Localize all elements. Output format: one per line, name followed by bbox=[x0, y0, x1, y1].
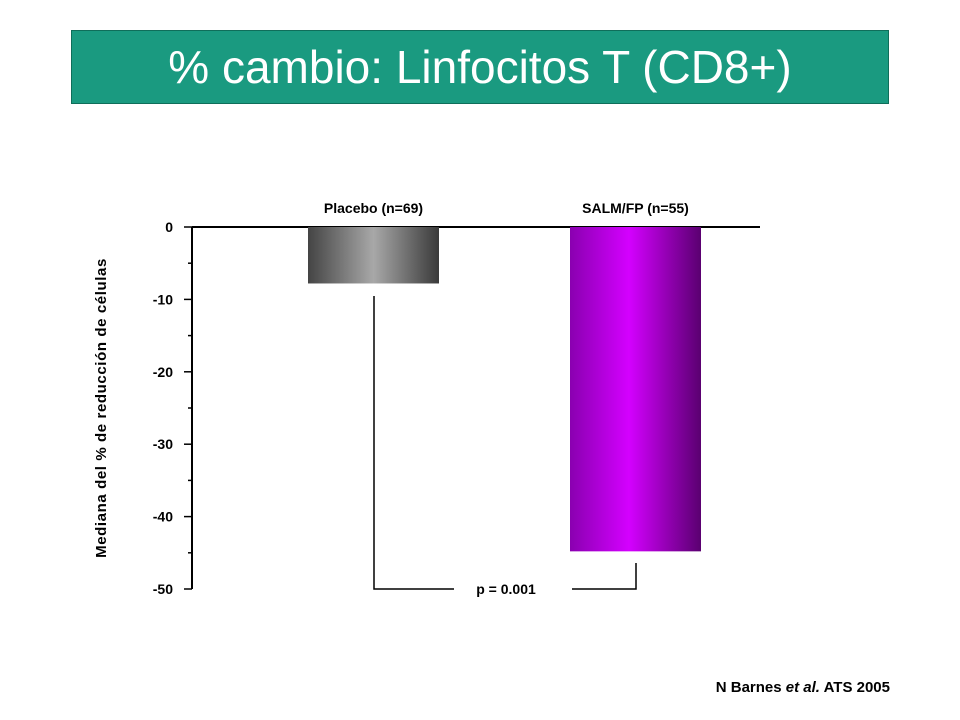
significance-bracket-left bbox=[373, 296, 454, 590]
citation-author: N Barnes bbox=[715, 679, 786, 696]
y-tick-label: -10 bbox=[153, 291, 173, 307]
p-value-annotation: p = 0.001 bbox=[476, 581, 536, 597]
citation-etal: et al. bbox=[785, 679, 820, 696]
y-tick-label: -40 bbox=[153, 509, 173, 525]
y-tick-label: -20 bbox=[153, 364, 173, 380]
category-label: Placebo (n=69) bbox=[324, 200, 423, 216]
page-title: % cambio: Linfocitos T (CD8+) bbox=[168, 41, 792, 93]
bar-placebo bbox=[308, 227, 439, 284]
y-tick-label: -30 bbox=[153, 436, 173, 452]
y-axis-label: Mediana del % de reducción de células bbox=[93, 258, 110, 558]
citation: N Barnes et al. ATS 2005 bbox=[716, 679, 890, 696]
y-tick-label: -50 bbox=[153, 581, 173, 597]
significance-bracket-right bbox=[572, 563, 637, 590]
citation-source: ATS 2005 bbox=[819, 679, 890, 696]
y-tick-label: 0 bbox=[165, 219, 173, 235]
bar-salm-fp bbox=[570, 227, 701, 552]
title-banner: % cambio: Linfocitos T (CD8+) bbox=[71, 30, 889, 104]
category-label: SALM/FP (n=55) bbox=[582, 200, 689, 216]
